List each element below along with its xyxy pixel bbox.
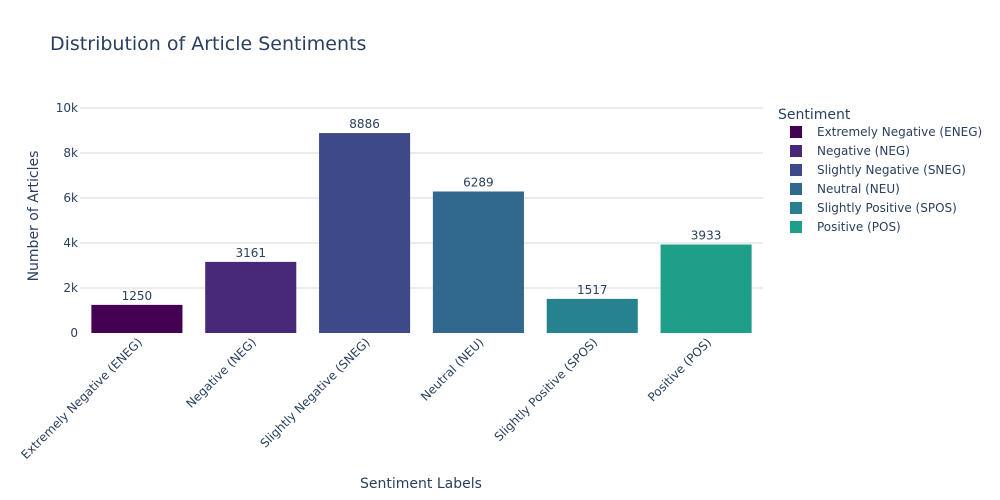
legend-swatch bbox=[790, 202, 802, 214]
bars: 1250 3161 8886 6289 1517 3933 bbox=[91, 117, 752, 333]
x-tick-label: Neutral (NEU) bbox=[418, 335, 486, 403]
legend-swatch bbox=[790, 126, 802, 138]
data-label: 8886 bbox=[349, 117, 380, 131]
x-tick-label: Slightly Positive (SPOS) bbox=[492, 335, 601, 444]
legend-swatch bbox=[790, 164, 802, 176]
bar bbox=[205, 261, 297, 333]
bar bbox=[319, 133, 411, 333]
legend-swatch bbox=[790, 221, 802, 233]
y-tick-label: 6k bbox=[63, 191, 78, 205]
y-axis-title: Number of Articles bbox=[26, 151, 42, 282]
y-tick-label: 0 bbox=[70, 326, 78, 340]
legend-label: Positive (POS) bbox=[817, 220, 901, 234]
legend-items: Extremely Negative (ENEG) Negative (NEG) S… bbox=[790, 125, 982, 234]
data-label: 3933 bbox=[691, 229, 722, 243]
legend-swatch bbox=[790, 145, 802, 157]
y-tick-label: 8k bbox=[63, 146, 78, 160]
legend: Sentiment Extremely Negative (ENEG) Negat… bbox=[778, 107, 982, 234]
y-tick-label: 10k bbox=[56, 101, 78, 115]
legend-label: Slightly Positive (SPOS) bbox=[817, 201, 957, 215]
x-tick-label: Extremely Negative (ENEG) bbox=[18, 335, 145, 462]
y-axis-ticks: 0 2k 4k 6k 8k 10k bbox=[56, 101, 78, 340]
legend-title: Sentiment bbox=[778, 107, 851, 123]
chart-title: Distribution of Article Sentiments bbox=[50, 33, 366, 55]
data-label: 3161 bbox=[235, 246, 266, 260]
y-tick-label: 2k bbox=[63, 281, 78, 295]
legend-label: Neutral (NEU) bbox=[817, 182, 900, 196]
bar bbox=[91, 304, 183, 333]
bar bbox=[432, 191, 524, 333]
x-tick-label: Slightly Negative (SNEG) bbox=[257, 335, 372, 450]
x-axis-title: Sentiment Labels bbox=[360, 476, 482, 492]
legend-label: Negative (NEG) bbox=[817, 144, 910, 158]
data-label: 1517 bbox=[577, 283, 608, 297]
x-tick-label: Positive (POS) bbox=[645, 335, 714, 404]
gridlines bbox=[80, 107, 763, 289]
data-label: 6289 bbox=[463, 175, 494, 189]
legend-label: Slightly Negative (SNEG) bbox=[817, 163, 966, 177]
legend-swatch bbox=[790, 183, 802, 195]
x-tick-label: Negative (NEG) bbox=[183, 335, 259, 411]
bar bbox=[660, 244, 752, 333]
data-label: 1250 bbox=[122, 289, 153, 303]
bar bbox=[546, 298, 638, 333]
x-axis-ticks: Extremely Negative (ENEG) Negative (NEG)S… bbox=[18, 335, 714, 462]
legend-label: Extremely Negative (ENEG) bbox=[817, 125, 982, 139]
y-tick-label: 4k bbox=[63, 236, 78, 250]
